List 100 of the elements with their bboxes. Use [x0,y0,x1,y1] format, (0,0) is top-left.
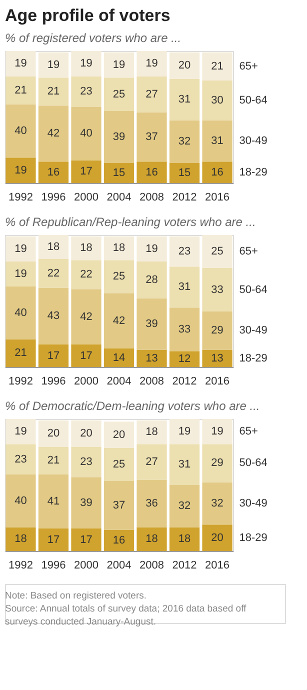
bar [71,289,102,345]
data-label: 41 [47,496,60,508]
bar [104,236,134,260]
x-tick-label: 2008 [140,192,164,204]
data-label: 31 [178,458,191,471]
bar [136,444,167,480]
data-label: 19 [14,426,27,438]
bar [136,76,167,112]
data-label: 23 [178,246,191,258]
bar [104,52,134,78]
data-label: 42 [80,310,92,323]
bar [169,419,200,444]
data-label: 19 [146,58,158,70]
data-label: 37 [146,131,158,143]
bar [6,339,36,367]
data-label: 31 [178,94,191,106]
data-label: 16 [112,534,126,546]
data-label: 39 [146,318,158,330]
series-label: 50-64 [239,284,268,296]
bar [6,286,36,340]
data-label: 33 [178,323,191,336]
data-label: 32 [178,500,191,512]
series-label: 30-49 [239,135,268,147]
bar [38,344,69,367]
data-label: 16 [47,166,60,178]
x-tick-label: 2004 [106,376,132,388]
bar [169,120,200,163]
data-label: 27 [146,456,158,468]
bar [136,51,167,76]
chart-subtitle: % of Republican/Rep-leaning voters who are ... [5,215,256,229]
bar [6,158,36,183]
series-label: 65+ [239,246,258,258]
bar [6,261,36,286]
bar [104,348,134,367]
bar [71,446,102,478]
x-tick-label: 1996 [41,560,66,572]
bar [104,422,134,448]
bar [71,477,102,529]
data-label: 19 [112,59,126,71]
bar [202,419,232,444]
data-label: 25 [112,270,126,283]
data-label: 40 [14,125,27,137]
bar [71,51,102,76]
chart-subtitle: % of registered voters who are ... [5,31,182,45]
x-tick-label: 1996 [41,376,66,388]
bar [169,79,200,120]
data-label: 17 [80,534,92,546]
data-label: 21 [14,84,27,96]
bar [38,78,69,106]
bar [38,446,69,474]
bar [6,51,36,76]
bar [136,112,167,162]
bar [104,111,134,163]
data-label: 14 [112,352,126,364]
x-tick-label: 2000 [74,192,98,204]
data-label: 36 [146,497,158,510]
x-tick-label: 2000 [74,560,98,572]
data-label: 30 [211,94,224,106]
bar [6,474,36,528]
bar [136,298,167,350]
data-label: 20 [178,60,191,72]
data-label: 25 [211,246,224,258]
text: Note: Based on registered voters. [5,590,147,602]
data-label: 17 [80,166,92,178]
data-label: 39 [112,131,126,143]
bar [202,80,232,120]
data-label: 20 [47,428,60,440]
data-label: 33 [211,284,224,296]
data-label: 17 [47,350,60,362]
bar [38,474,69,529]
bar [104,163,134,183]
data-label: 28 [146,274,158,286]
data-label: 19 [146,242,158,255]
x-tick-label: 2008 [140,376,164,388]
series-label: 30-49 [239,324,268,337]
data-label: 15 [112,167,126,179]
series-label: 65+ [239,60,258,72]
data-label: 31 [178,281,191,294]
bar [38,288,69,345]
data-label: 18 [178,533,191,546]
data-label: 42 [112,314,126,327]
data-label: 18 [47,240,60,253]
data-label: 22 [80,268,92,281]
series-label: 65+ [239,426,258,438]
data-label: 19 [80,58,92,70]
data-label: 29 [211,457,224,470]
series-label: 18-29 [239,532,268,544]
x-tick-label: 2012 [172,560,197,572]
bar [104,448,134,482]
data-label: 16 [146,166,158,178]
bar [169,266,200,308]
x-tick-label: 2012 [172,192,197,204]
data-label: 40 [14,494,27,507]
chart-subtitle: % of Democratic/Dem-leaning voters who are ... [5,399,260,413]
data-label: 43 [47,310,60,322]
bar [169,163,200,183]
x-tick-label: 2016 [205,192,230,204]
bar [38,106,69,162]
data-label: 19 [47,59,60,71]
series-label: 50-64 [239,457,268,470]
